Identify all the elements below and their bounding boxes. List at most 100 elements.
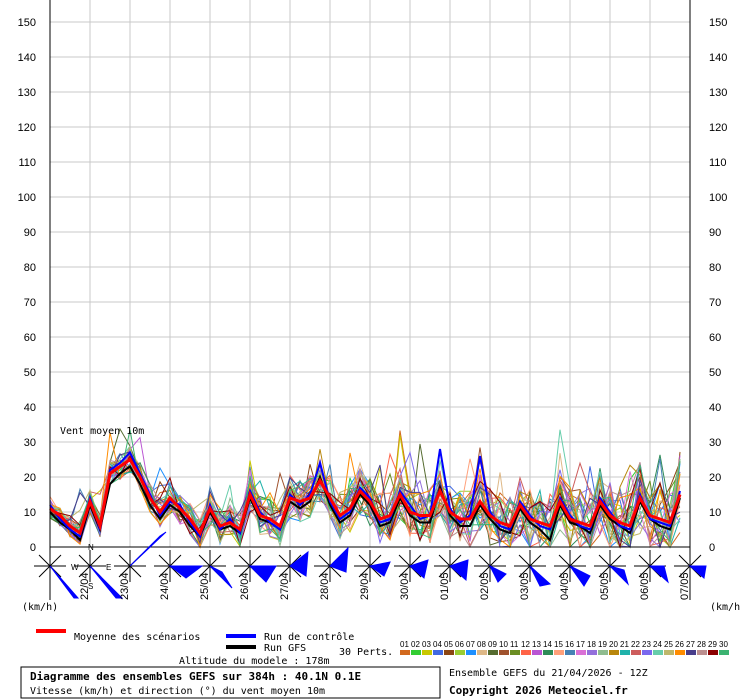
compass-west: W — [71, 563, 79, 572]
legend-pert-number: 06 — [455, 640, 464, 649]
legend-pert-number: 30 — [719, 640, 728, 649]
wind-direction-wedge — [529, 565, 552, 587]
legend-pert-swatch — [620, 650, 630, 655]
wind-direction-wedge — [569, 565, 591, 587]
plot-label: Vent moyen 10m — [60, 426, 144, 437]
legend-pert-swatch — [587, 650, 597, 655]
date-label: 22/04 — [79, 572, 91, 600]
date-label: 01/05 — [439, 572, 451, 600]
legend-pert-number: 26 — [675, 640, 684, 649]
legend-pert-number: 25 — [664, 640, 673, 649]
legend-pert-number: 24 — [653, 640, 662, 649]
legend-pert-number: 07 — [466, 640, 475, 649]
date-label: 30/04 — [399, 572, 411, 600]
legend-pert-number: 17 — [576, 640, 585, 649]
legend-pert-swatch — [532, 650, 542, 655]
legend-pert-number: 29 — [708, 640, 717, 649]
legend-pert-number: 04 — [433, 640, 442, 649]
legend-pert-number: 15 — [554, 640, 563, 649]
y-tick-label-left: 90 — [24, 227, 36, 239]
legend-pert-number: 13 — [532, 640, 541, 649]
legend-pert-number: 03 — [422, 640, 431, 649]
wind-direction-wedge — [608, 564, 630, 586]
legend-pert-swatch — [719, 650, 729, 655]
y-tick-label-left: 130 — [18, 87, 36, 99]
date-label: 23/04 — [119, 572, 131, 600]
legend-pert-swatch — [444, 650, 454, 655]
model-altitude: Altitude du modele : 178m — [179, 656, 330, 667]
perturbation-line-15 — [49, 453, 681, 549]
y-tick-label-left: 0 — [30, 542, 36, 554]
legend-pert-swatch — [565, 650, 575, 655]
date-label: 28/04 — [319, 572, 331, 600]
legend-gfs-label: Run GFS — [264, 643, 306, 654]
series-line-gfs — [49, 465, 681, 542]
wind-direction-row — [34, 531, 707, 599]
date-label: 25/04 — [199, 572, 211, 600]
y-tick-label-left: 120 — [18, 122, 36, 134]
legend-pert-swatch — [433, 650, 443, 655]
y-tick-label-right: 40 — [709, 402, 721, 414]
legend-pert-swatch — [554, 650, 564, 655]
y-tick-label-right: 140 — [709, 52, 727, 64]
y-tick-label-right: 120 — [709, 122, 727, 134]
y-tick-label-right: 110 — [709, 157, 727, 169]
legend-pert-swatch — [411, 650, 421, 655]
legend-pert-number: 14 — [543, 640, 552, 649]
y-tick-label-right: 10 — [709, 507, 721, 519]
legend-pert-swatch — [609, 650, 619, 655]
perturbation-line-12 — [49, 452, 681, 549]
wind-direction-wedge — [368, 561, 391, 577]
date-label: 05/05 — [599, 572, 611, 600]
y-tick-label-right: 60 — [709, 332, 721, 344]
legend-pert-number: 08 — [477, 640, 486, 649]
legend-pert-swatch — [576, 650, 586, 655]
y-tick-label-right: 100 — [709, 192, 727, 204]
y-tick-label-left: 20 — [24, 472, 36, 484]
wind-direction-wedge — [248, 565, 277, 583]
y-unit-right: (km/h) — [710, 602, 740, 613]
y-tick-label-right: 0 — [709, 542, 715, 554]
wind-direction-wedge — [289, 550, 309, 577]
date-label: 02/05 — [479, 572, 491, 600]
legend-pert-number: 09 — [488, 640, 497, 649]
date-labels: 22/04 23/04 24/04 25/04 26/04 27/04 28/04 29/04… — [79, 572, 691, 600]
compass-south: S — [88, 582, 93, 591]
y-tick-label-left: 150 — [18, 17, 36, 29]
wind-direction-wedge — [89, 565, 124, 599]
legend-pert-swatch — [499, 650, 509, 655]
legend-pert-swatch — [455, 650, 465, 655]
legend-pert-swatch — [631, 650, 641, 655]
date-label: 26/04 — [239, 572, 251, 600]
chart-subtitle: Vitesse (km/h) et direction (°) du vent … — [30, 686, 325, 697]
legend-pert-number: 18 — [587, 640, 596, 649]
y-tick-label-right: 70 — [709, 297, 721, 309]
legend-pert-number: 20 — [609, 640, 618, 649]
y-tick-label-right: 80 — [709, 262, 721, 274]
y-unit-left: (km/h) — [22, 602, 58, 613]
legend-pert-swatch — [422, 650, 432, 655]
legend-perts-label: 30 Perts. — [339, 647, 393, 658]
series-line-mean — [49, 457, 682, 537]
legend-pert-number: 28 — [697, 640, 706, 649]
y-tick-label-left: 50 — [24, 367, 36, 379]
legend-pert-swatch — [697, 650, 707, 655]
legend-pert-swatch — [708, 650, 718, 655]
legend-control-label: Run de contrôle — [264, 631, 354, 643]
y-tick-label-right: 130 — [709, 87, 727, 99]
y-tick-label-right: 150 — [709, 17, 727, 29]
legend-pert-swatch — [642, 650, 652, 655]
legend-pert-number: 27 — [686, 640, 695, 649]
wind-direction-wedge — [449, 559, 469, 582]
legend-pert-swatch — [598, 650, 608, 655]
legend-mean-label: Moyenne des scénarios — [74, 631, 200, 643]
legend-pert-swatch — [477, 650, 487, 655]
y-tick-label-right: 20 — [709, 472, 721, 484]
wind-direction-wedge — [329, 546, 349, 573]
y-tick-label-right: 90 — [709, 227, 721, 239]
legend-pert-number: 05 — [444, 640, 453, 649]
legend-perturbations: 01 02 03 04 05 06 07 08 09 10 11 12 13 14 15 16 17 18 19 20… — [400, 640, 729, 655]
wind-direction-wedge — [488, 564, 507, 583]
legend-pert-number: 23 — [642, 640, 651, 649]
y-tick-label-right: 50 — [709, 367, 721, 379]
